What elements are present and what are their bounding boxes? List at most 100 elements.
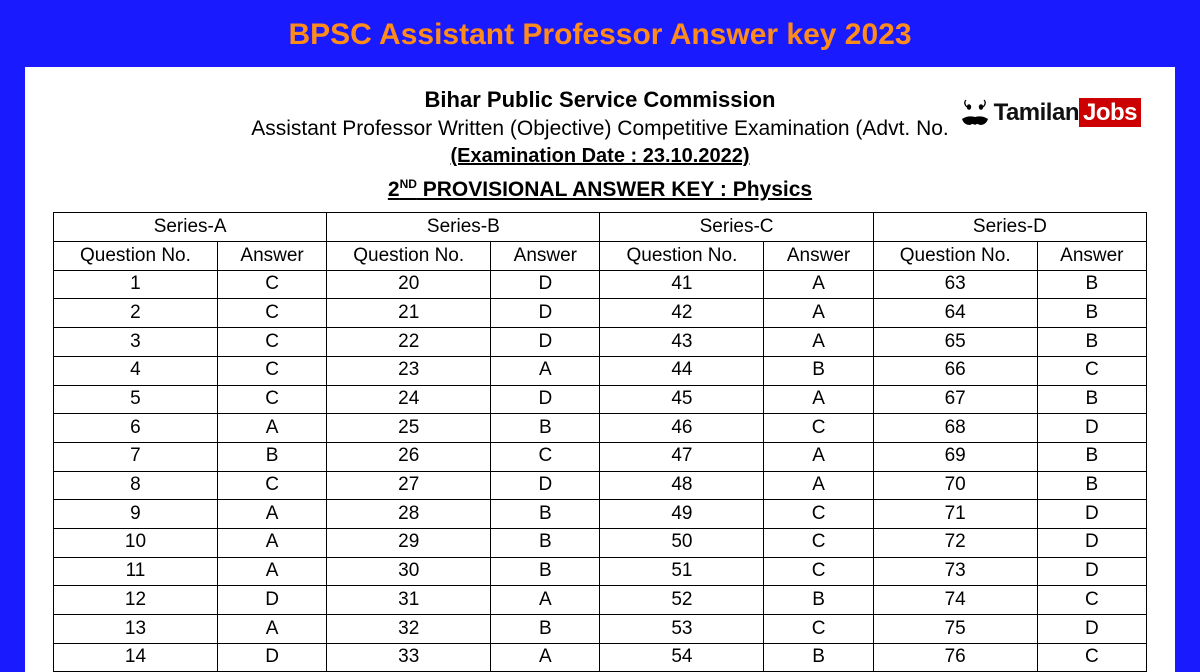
cell: D bbox=[1037, 414, 1146, 443]
cell: 43 bbox=[600, 328, 764, 357]
cell: 3 bbox=[54, 328, 218, 357]
answer-key-heading: 2ND PROVISIONAL ANSWER KEY : Physics bbox=[53, 176, 1147, 204]
cell: D bbox=[491, 385, 600, 414]
cell: 5 bbox=[54, 385, 218, 414]
table-row: 6A25B46C68D bbox=[54, 414, 1147, 443]
cell: B bbox=[491, 414, 600, 443]
cell: 28 bbox=[327, 500, 491, 529]
cell: D bbox=[217, 643, 326, 672]
cell: 67 bbox=[873, 385, 1037, 414]
col-a-a: Answer bbox=[217, 242, 326, 271]
cell: A bbox=[217, 500, 326, 529]
watermark-logo: TamilanJobs bbox=[960, 95, 1141, 131]
cell: 65 bbox=[873, 328, 1037, 357]
cell: 47 bbox=[600, 442, 764, 471]
cell: A bbox=[491, 586, 600, 615]
table-row: 5C24D45A67B bbox=[54, 385, 1147, 414]
cell: C bbox=[217, 299, 326, 328]
col-q-a: Question No. bbox=[54, 242, 218, 271]
cell: 50 bbox=[600, 528, 764, 557]
cell: D bbox=[217, 586, 326, 615]
cell: 4 bbox=[54, 356, 218, 385]
cell: 48 bbox=[600, 471, 764, 500]
cell: C bbox=[217, 270, 326, 299]
table-row: 4C23A44B66C bbox=[54, 356, 1147, 385]
cell: 11 bbox=[54, 557, 218, 586]
cell: C bbox=[217, 328, 326, 357]
cell: 12 bbox=[54, 586, 218, 615]
logo-text-jobs: Jobs bbox=[1079, 98, 1141, 127]
cell: D bbox=[491, 299, 600, 328]
page-title: BPSC Assistant Professor Answer key 2023 bbox=[25, 18, 1175, 52]
cell: B bbox=[764, 356, 873, 385]
col-q-d: Question No. bbox=[873, 242, 1037, 271]
cell: A bbox=[764, 471, 873, 500]
series-d-header: Series-D bbox=[873, 213, 1146, 242]
cell: 54 bbox=[600, 643, 764, 672]
cell: 7 bbox=[54, 442, 218, 471]
cell: 2 bbox=[54, 299, 218, 328]
page-container: BPSC Assistant Professor Answer key 2023… bbox=[0, 0, 1200, 630]
cell: C bbox=[764, 557, 873, 586]
cell: 46 bbox=[600, 414, 764, 443]
cell: 29 bbox=[327, 528, 491, 557]
cell: 26 bbox=[327, 442, 491, 471]
cell: 27 bbox=[327, 471, 491, 500]
cell: 13 bbox=[54, 615, 218, 644]
cell: D bbox=[491, 270, 600, 299]
cell: 74 bbox=[873, 586, 1037, 615]
cell: 9 bbox=[54, 500, 218, 529]
table-row: 3C22D43A65B bbox=[54, 328, 1147, 357]
col-a-c: Answer bbox=[764, 242, 873, 271]
table-row: 12D31A52B74C bbox=[54, 586, 1147, 615]
cell: A bbox=[217, 615, 326, 644]
cell: 10 bbox=[54, 528, 218, 557]
cell: B bbox=[217, 442, 326, 471]
table-row: 1C20D41A63B bbox=[54, 270, 1147, 299]
table-row: 10A29B50C72D bbox=[54, 528, 1147, 557]
series-b-header: Series-B bbox=[327, 213, 600, 242]
table-body: 1C20D41A63B2C21D42A64B3C22D43A65B4C23A44… bbox=[54, 270, 1147, 672]
cell: B bbox=[1037, 385, 1146, 414]
cell: A bbox=[764, 299, 873, 328]
series-header-row: Series-A Series-B Series-C Series-D bbox=[54, 213, 1147, 242]
table-row: 2C21D42A64B bbox=[54, 299, 1147, 328]
cell: 25 bbox=[327, 414, 491, 443]
cell: 76 bbox=[873, 643, 1037, 672]
table-head: Series-A Series-B Series-C Series-D Ques… bbox=[54, 213, 1147, 270]
cell: B bbox=[764, 643, 873, 672]
logo-text-tamilan: Tamilan bbox=[994, 99, 1079, 126]
cell: C bbox=[217, 356, 326, 385]
table-row: 11A30B51C73D bbox=[54, 557, 1147, 586]
cell: 42 bbox=[600, 299, 764, 328]
cell: D bbox=[1037, 528, 1146, 557]
cell: B bbox=[491, 557, 600, 586]
cell: 69 bbox=[873, 442, 1037, 471]
cell: B bbox=[1037, 471, 1146, 500]
table-row: 7B26C47A69B bbox=[54, 442, 1147, 471]
cell: A bbox=[217, 528, 326, 557]
cell: 23 bbox=[327, 356, 491, 385]
cell: 51 bbox=[600, 557, 764, 586]
cell: B bbox=[491, 528, 600, 557]
key-rest: PROVISIONAL ANSWER KEY : Physics bbox=[417, 178, 812, 201]
answer-key-table: Series-A Series-B Series-C Series-D Ques… bbox=[53, 212, 1147, 672]
cell: 49 bbox=[600, 500, 764, 529]
cell: 72 bbox=[873, 528, 1037, 557]
cell: A bbox=[764, 442, 873, 471]
cell: 33 bbox=[327, 643, 491, 672]
cell: A bbox=[491, 356, 600, 385]
cell: 70 bbox=[873, 471, 1037, 500]
cell: A bbox=[217, 557, 326, 586]
cell: A bbox=[764, 270, 873, 299]
key-sup: ND bbox=[400, 177, 417, 191]
cell: 73 bbox=[873, 557, 1037, 586]
cell: 32 bbox=[327, 615, 491, 644]
cell: C bbox=[764, 528, 873, 557]
cell: 75 bbox=[873, 615, 1037, 644]
col-q-b: Question No. bbox=[327, 242, 491, 271]
document-image: TamilanJobs Bihar Public Service Commiss… bbox=[25, 67, 1175, 672]
cell: 63 bbox=[873, 270, 1037, 299]
cell: C bbox=[1037, 643, 1146, 672]
cell: C bbox=[1037, 356, 1146, 385]
